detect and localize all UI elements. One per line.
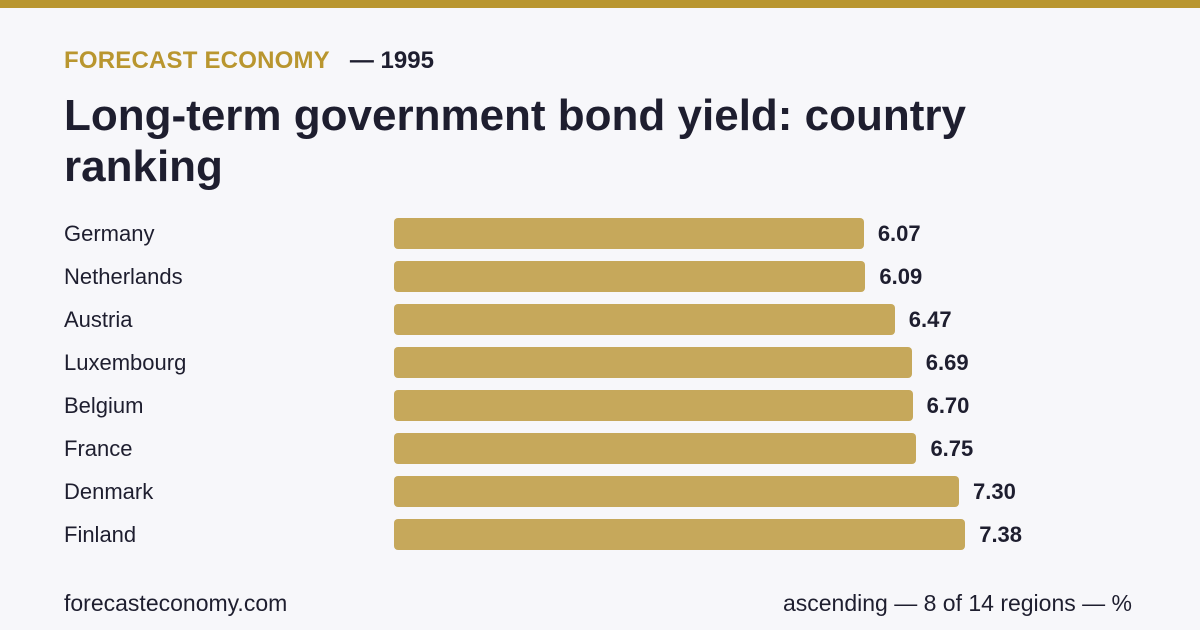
footer-site: forecasteconomy.com: [64, 590, 288, 616]
brand-name: FORECAST ECONOMY: [64, 47, 330, 74]
category-label: Netherlands: [64, 264, 183, 289]
category-label: Belgium: [64, 393, 144, 418]
category-label: Finland: [64, 522, 137, 547]
value-label: 7.30: [973, 479, 1016, 504]
bar: [394, 261, 866, 292]
category-label: Denmark: [64, 479, 154, 504]
header-brand-row: FORECAST ECONOMY — 1995: [64, 46, 434, 76]
value-label: 6.75: [930, 436, 974, 461]
category-label: France: [64, 436, 133, 461]
top-accent-band: [0, 0, 1200, 8]
bar: [394, 218, 864, 249]
category-label: Austria: [64, 307, 133, 332]
year-label: — 1995: [349, 47, 434, 74]
bar: [394, 347, 912, 378]
footer-note: ascending — 8 of 14 regions — %: [782, 590, 1132, 616]
bar: [394, 519, 966, 550]
bar: [394, 433, 917, 464]
value-label: 6.09: [879, 264, 923, 289]
bar: [394, 476, 960, 507]
value-label: 6.07: [877, 221, 921, 246]
value-label: 6.69: [925, 350, 969, 375]
bar-chart: Germany 6.07 Netherlands 6.09 Austria 6.47 Lux…: [0, 212, 1200, 562]
bar: [394, 390, 913, 421]
value-label: 6.70: [926, 393, 970, 418]
value-label: 7.38: [979, 522, 1023, 547]
bar: [394, 304, 895, 335]
category-label: Germany: [64, 221, 155, 246]
category-label: Luxembourg: [64, 350, 187, 375]
value-label: 6.47: [908, 307, 952, 332]
chart-title: Long-term government bond yield: country…: [64, 91, 967, 191]
